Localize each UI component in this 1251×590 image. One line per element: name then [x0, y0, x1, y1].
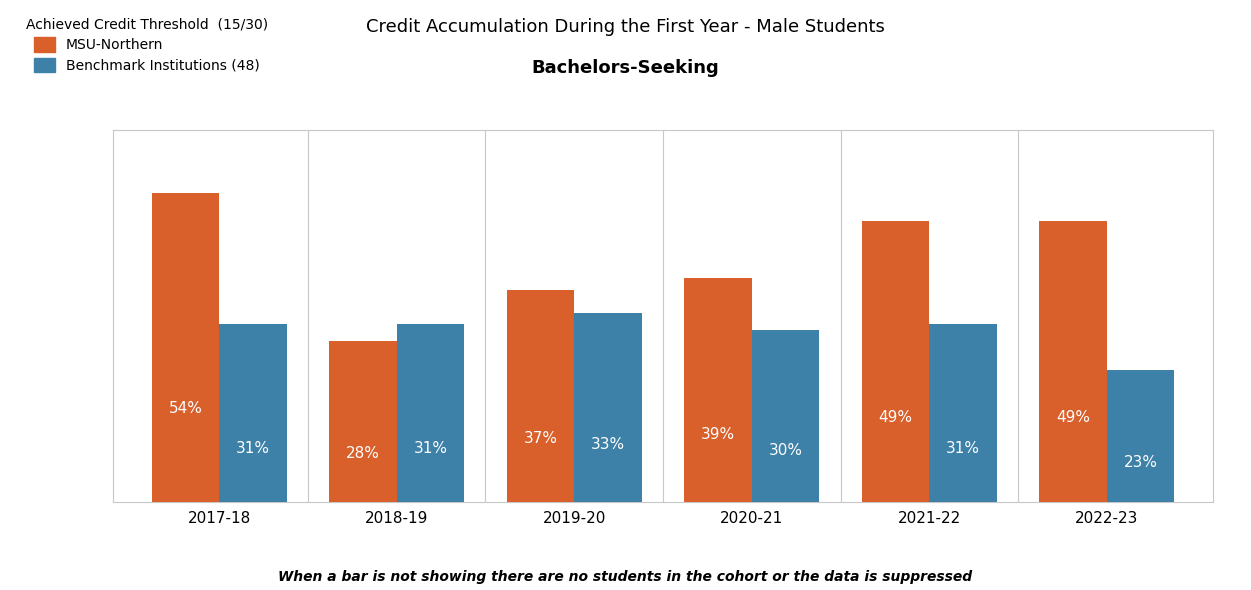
Text: When a bar is not showing there are no students in the cohort or the data is sup: When a bar is not showing there are no s…: [279, 570, 972, 584]
Text: 31%: 31%: [413, 441, 448, 456]
Bar: [1107, 370, 1175, 502]
Text: Bachelors-Seeking: Bachelors-Seeking: [532, 59, 719, 77]
Text: 49%: 49%: [878, 410, 913, 425]
Text: 37%: 37%: [523, 431, 558, 445]
Bar: [219, 324, 286, 502]
Bar: [929, 324, 997, 502]
Bar: [1040, 221, 1107, 502]
Bar: [151, 193, 219, 501]
Bar: [507, 290, 574, 502]
Text: 30%: 30%: [768, 442, 803, 457]
Bar: [397, 324, 464, 502]
Bar: [752, 330, 819, 502]
Text: 28%: 28%: [347, 446, 380, 461]
Bar: [329, 342, 397, 502]
Bar: [684, 278, 752, 502]
Text: 33%: 33%: [590, 437, 626, 453]
Text: 23%: 23%: [1123, 454, 1157, 470]
Text: 31%: 31%: [236, 441, 270, 456]
Bar: [574, 313, 642, 502]
Bar: [862, 221, 929, 502]
Text: 49%: 49%: [1056, 410, 1090, 425]
Text: 39%: 39%: [701, 427, 736, 442]
Legend: MSU-Northern, Benchmark Institutions (48): MSU-Northern, Benchmark Institutions (48…: [26, 18, 268, 73]
Text: Credit Accumulation During the First Year - Male Students: Credit Accumulation During the First Yea…: [367, 18, 884, 36]
Text: 54%: 54%: [169, 401, 203, 417]
Text: 31%: 31%: [946, 441, 980, 456]
